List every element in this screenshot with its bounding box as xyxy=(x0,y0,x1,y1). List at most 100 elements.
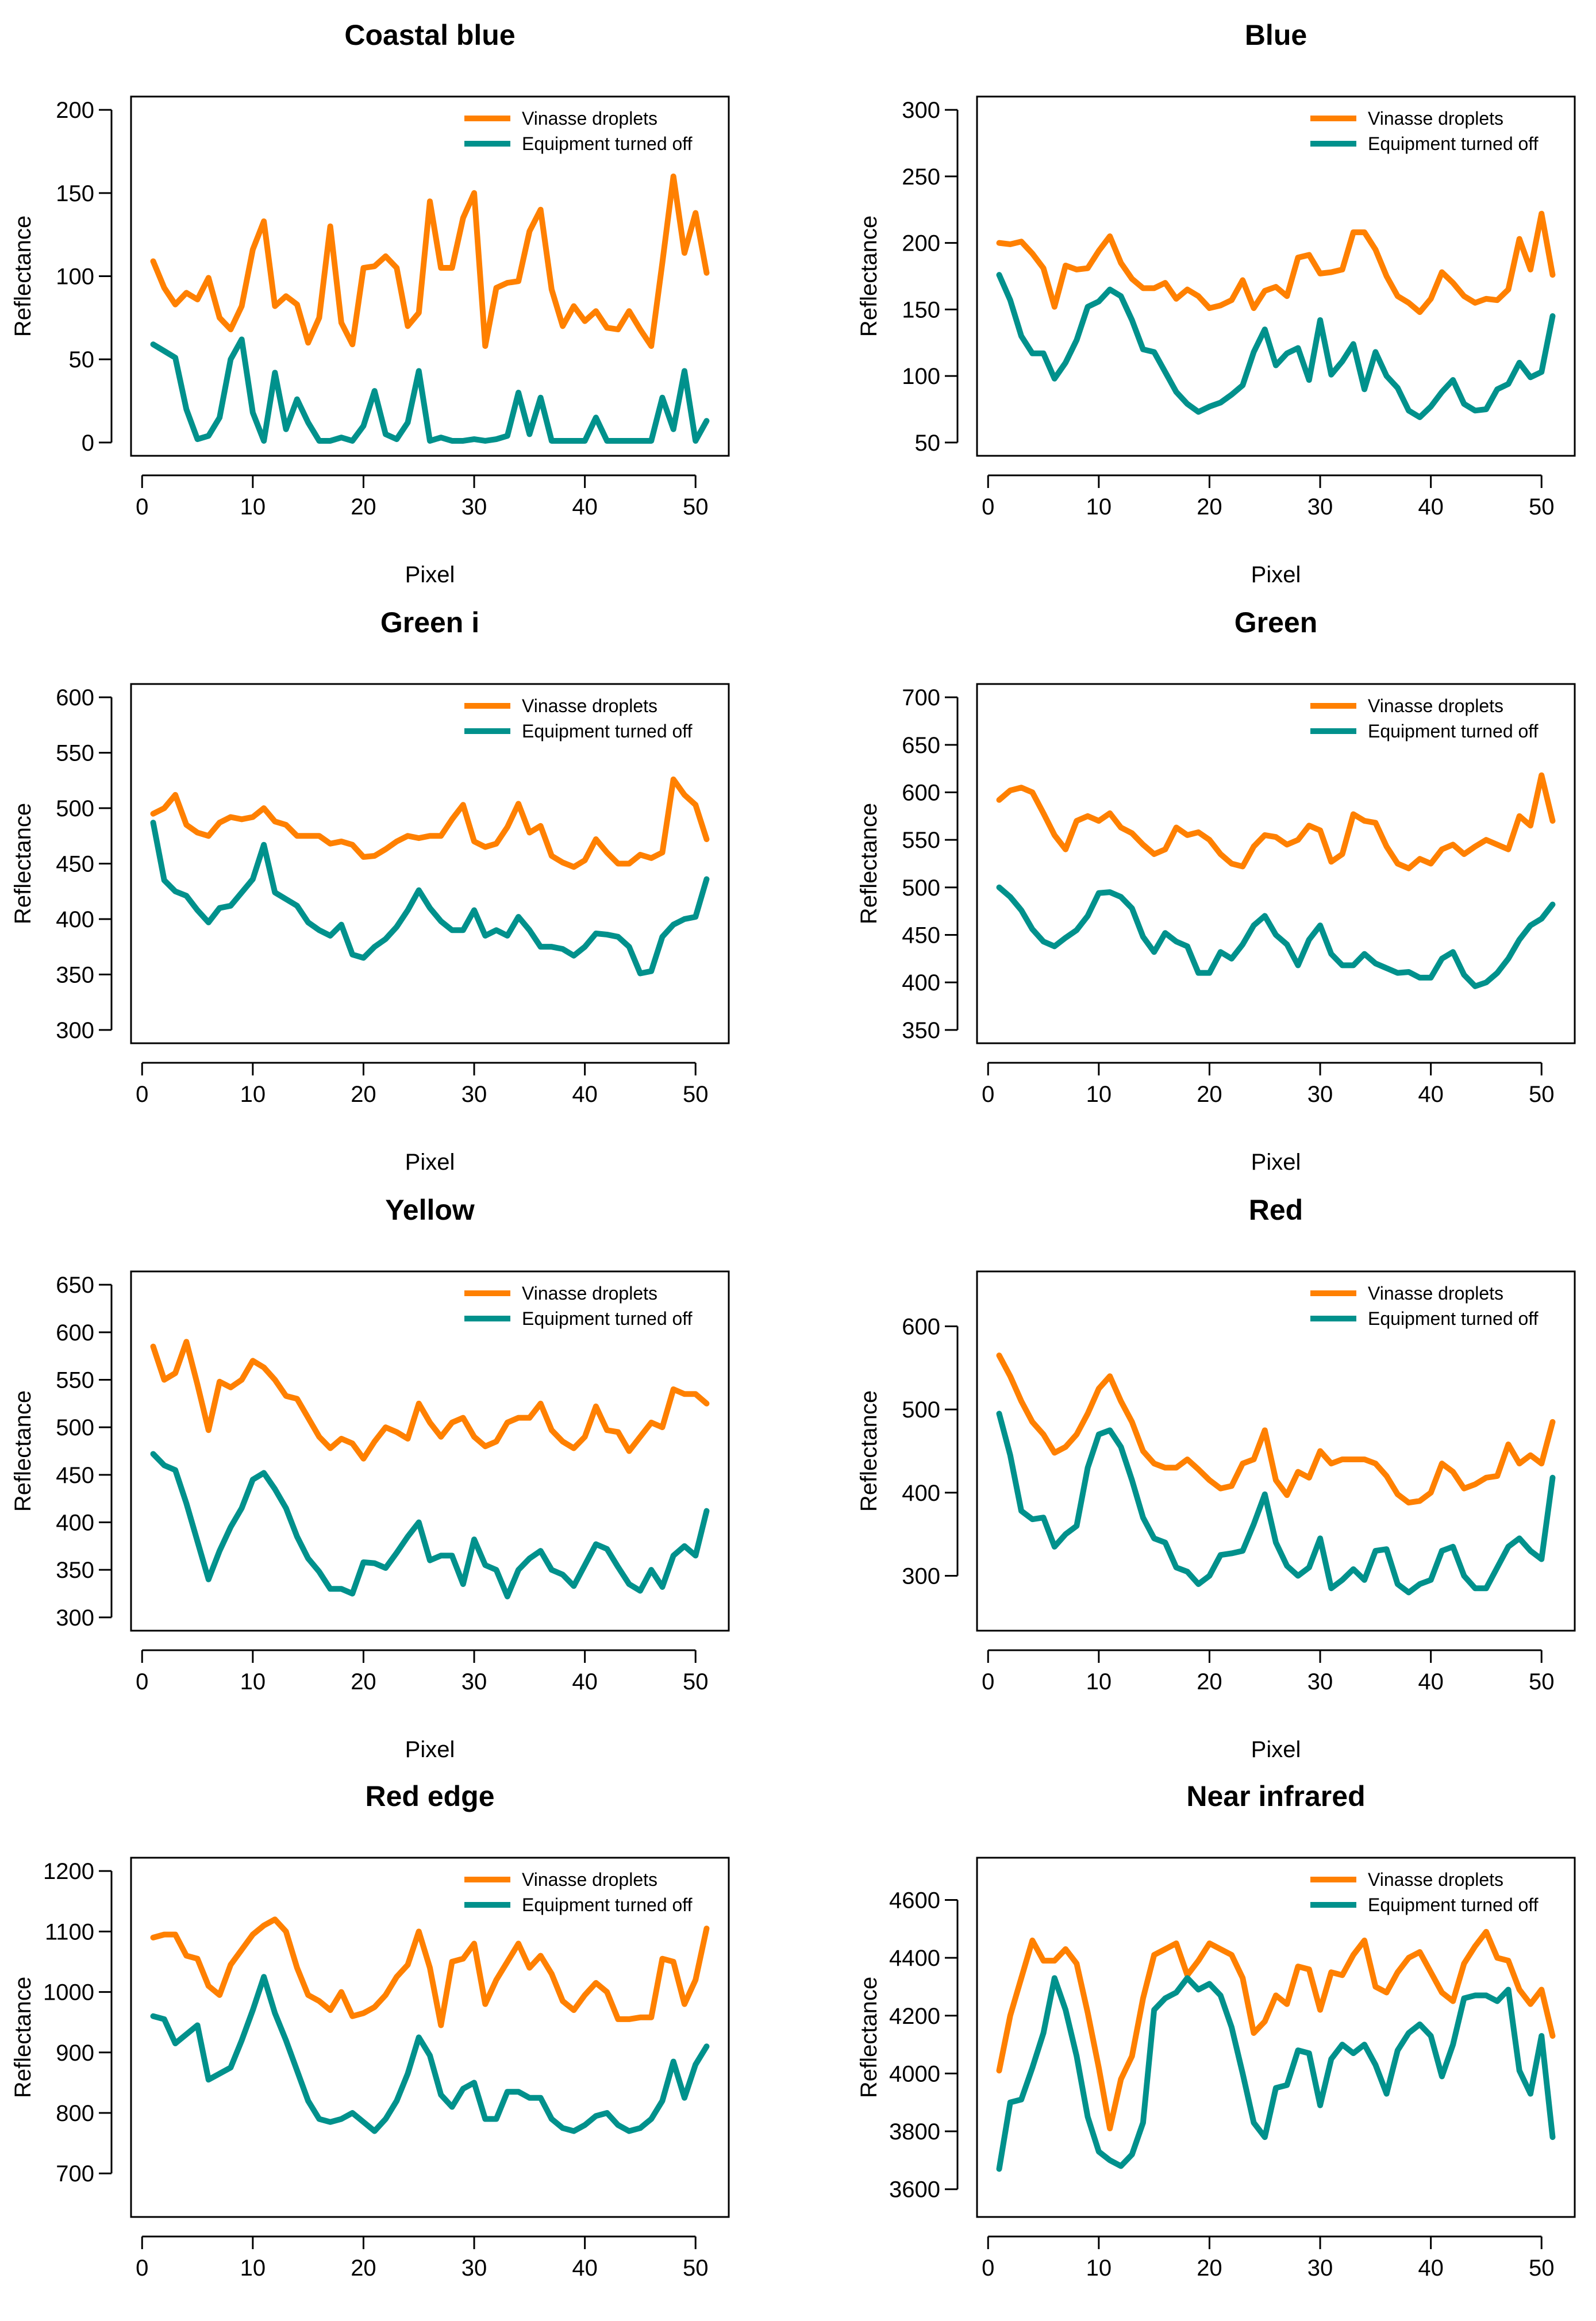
x-tick-label: 30 xyxy=(1307,1082,1333,1107)
x-tick-label: 20 xyxy=(1197,494,1222,520)
y-tick-label: 500 xyxy=(56,796,94,821)
plot-frame xyxy=(976,683,1576,1044)
series-line-equipment-turned-off xyxy=(150,336,710,444)
x-tick-label: 40 xyxy=(572,2255,598,2281)
x-tick-label: 0 xyxy=(136,1669,148,1694)
x-tick-label: 30 xyxy=(462,494,487,520)
series-line-vinasse-droplets xyxy=(150,1339,710,1462)
chart-title: Green xyxy=(1235,606,1318,639)
legend-label: Vinasse droplets xyxy=(1368,1283,1503,1304)
y-axis-label: Reflectance xyxy=(10,216,36,337)
y-tick-label: 650 xyxy=(902,733,940,758)
y-tick-label: 500 xyxy=(902,875,940,901)
y-tick-label: 0 xyxy=(82,431,94,456)
y-tick-label: 600 xyxy=(902,1314,940,1339)
y-axis-label: Reflectance xyxy=(10,803,36,924)
x-tick-label: 0 xyxy=(136,1082,148,1107)
y-tick-label: 4200 xyxy=(889,2004,940,2029)
y-axis-label: Reflectance xyxy=(10,1390,36,1512)
y-tick-label: 1100 xyxy=(45,1919,94,1945)
y-tick-label: 4000 xyxy=(889,2061,940,2086)
x-tick-label: 40 xyxy=(572,494,598,520)
y-tick-label: 400 xyxy=(902,970,940,996)
plot-frame xyxy=(130,95,730,457)
y-tick-label: 450 xyxy=(56,1463,94,1488)
y-tick-label: 600 xyxy=(56,1320,94,1346)
x-axis-label: Pixel xyxy=(1251,1737,1301,1762)
y-tick-label: 450 xyxy=(902,923,940,948)
legend-label: Equipment turned off xyxy=(1368,1308,1539,1329)
y-tick-label: 550 xyxy=(56,1367,94,1393)
y-tick-label: 300 xyxy=(902,1564,940,1589)
chart-red-edge: Red edge 0 10 20 30 40 50 700 800 900 1000 1100 1200… xyxy=(10,1780,730,2281)
x-tick-label: 20 xyxy=(351,1669,376,1694)
plot-frame xyxy=(130,1270,730,1632)
series-line-vinasse-droplets xyxy=(996,1352,1556,1506)
x-tick-label: 40 xyxy=(1418,494,1444,520)
y-tick-label: 1200 xyxy=(43,1859,94,1884)
y-tick-label: 4600 xyxy=(889,1888,940,1913)
x-tick-label: 10 xyxy=(240,494,266,520)
chart-title: Near infrared xyxy=(1186,1780,1365,1812)
x-tick-label: 50 xyxy=(683,494,709,520)
y-tick-label: 300 xyxy=(56,1018,94,1043)
y-tick-label: 550 xyxy=(56,741,94,766)
x-tick-label: 30 xyxy=(1307,494,1333,520)
x-tick-label: 40 xyxy=(572,1669,598,1694)
x-axis-label: Pixel xyxy=(405,1737,455,1762)
y-tick-label: 400 xyxy=(56,907,94,932)
legend-label: Vinasse droplets xyxy=(1368,695,1503,716)
chart-blue: Blue 0 10 20 30 40 50 50 100 150 200 250 300 Pixel Ref… xyxy=(856,19,1576,587)
series-line-equipment-turned-off xyxy=(996,884,1556,989)
x-tick-label: 10 xyxy=(1086,1669,1112,1694)
series-line-vinasse-droplets xyxy=(996,1928,1556,2132)
y-tick-label: 450 xyxy=(56,852,94,877)
series-line-equipment-turned-off xyxy=(150,1451,710,1600)
y-tick-label: 400 xyxy=(902,1481,940,1506)
chart-title: Red edge xyxy=(365,1780,494,1812)
x-tick-label: 50 xyxy=(683,2255,709,2281)
legend-label: Equipment turned off xyxy=(522,721,693,741)
legend-label: Equipment turned off xyxy=(522,1895,693,1915)
x-tick-label: 40 xyxy=(572,1082,598,1107)
legend-label: Vinasse droplets xyxy=(1368,108,1503,129)
x-tick-label: 10 xyxy=(240,1082,266,1107)
x-tick-label: 40 xyxy=(1418,2255,1444,2281)
chart-red: Red 0 10 20 30 40 50 300 400 500 600 Pixel Reflectan… xyxy=(856,1194,1576,1762)
legend-label: Equipment turned off xyxy=(1368,133,1539,154)
x-tick-label: 50 xyxy=(1529,1082,1555,1107)
y-axis-label: Reflectance xyxy=(856,1390,882,1512)
x-tick-label: 50 xyxy=(1529,2255,1555,2281)
x-tick-label: 30 xyxy=(1307,2255,1333,2281)
y-tick-label: 3800 xyxy=(889,2119,940,2145)
chart-yellow: Yellow 0 10 20 30 40 50 300 350 400 450 500 550 600 65… xyxy=(10,1194,730,1762)
y-tick-label: 1000 xyxy=(43,1980,94,2005)
series-line-equipment-turned-off xyxy=(150,820,710,977)
y-tick-label: 200 xyxy=(56,98,94,123)
chart-title: Green i xyxy=(380,606,479,639)
y-tick-label: 700 xyxy=(56,2161,94,2186)
plot-frame xyxy=(130,683,730,1044)
x-tick-label: 50 xyxy=(1529,1669,1555,1694)
x-axis-label: Pixel xyxy=(1251,1150,1301,1175)
legend-label: Vinasse droplets xyxy=(522,108,657,129)
y-tick-label: 50 xyxy=(915,431,941,456)
x-tick-label: 10 xyxy=(1086,1082,1112,1107)
plot-frame xyxy=(130,1857,730,2218)
x-tick-label: 30 xyxy=(1307,1669,1333,1694)
series-line-vinasse-droplets xyxy=(150,1916,710,2028)
y-tick-label: 100 xyxy=(902,364,940,389)
x-tick-label: 50 xyxy=(683,1669,709,1694)
chart-title: Coastal blue xyxy=(344,19,515,51)
chart-coastal-blue: Coastal blue 0 10 20 30 40 50 0 50 100 150 200 Pixel… xyxy=(10,19,730,587)
y-tick-label: 350 xyxy=(56,1558,94,1583)
x-tick-label: 20 xyxy=(1197,1082,1222,1107)
legend-label: Equipment turned off xyxy=(1368,1895,1539,1915)
y-tick-label: 100 xyxy=(56,264,94,290)
chart-near-infrared: Near infrared 0 10 20 30 40 50 3600 3800 4000 4200… xyxy=(856,1780,1576,2281)
series-line-vinasse-droplets xyxy=(996,210,1556,315)
chart-title: Yellow xyxy=(385,1194,475,1226)
x-tick-label: 30 xyxy=(462,1082,487,1107)
x-tick-label: 20 xyxy=(1197,2255,1222,2281)
